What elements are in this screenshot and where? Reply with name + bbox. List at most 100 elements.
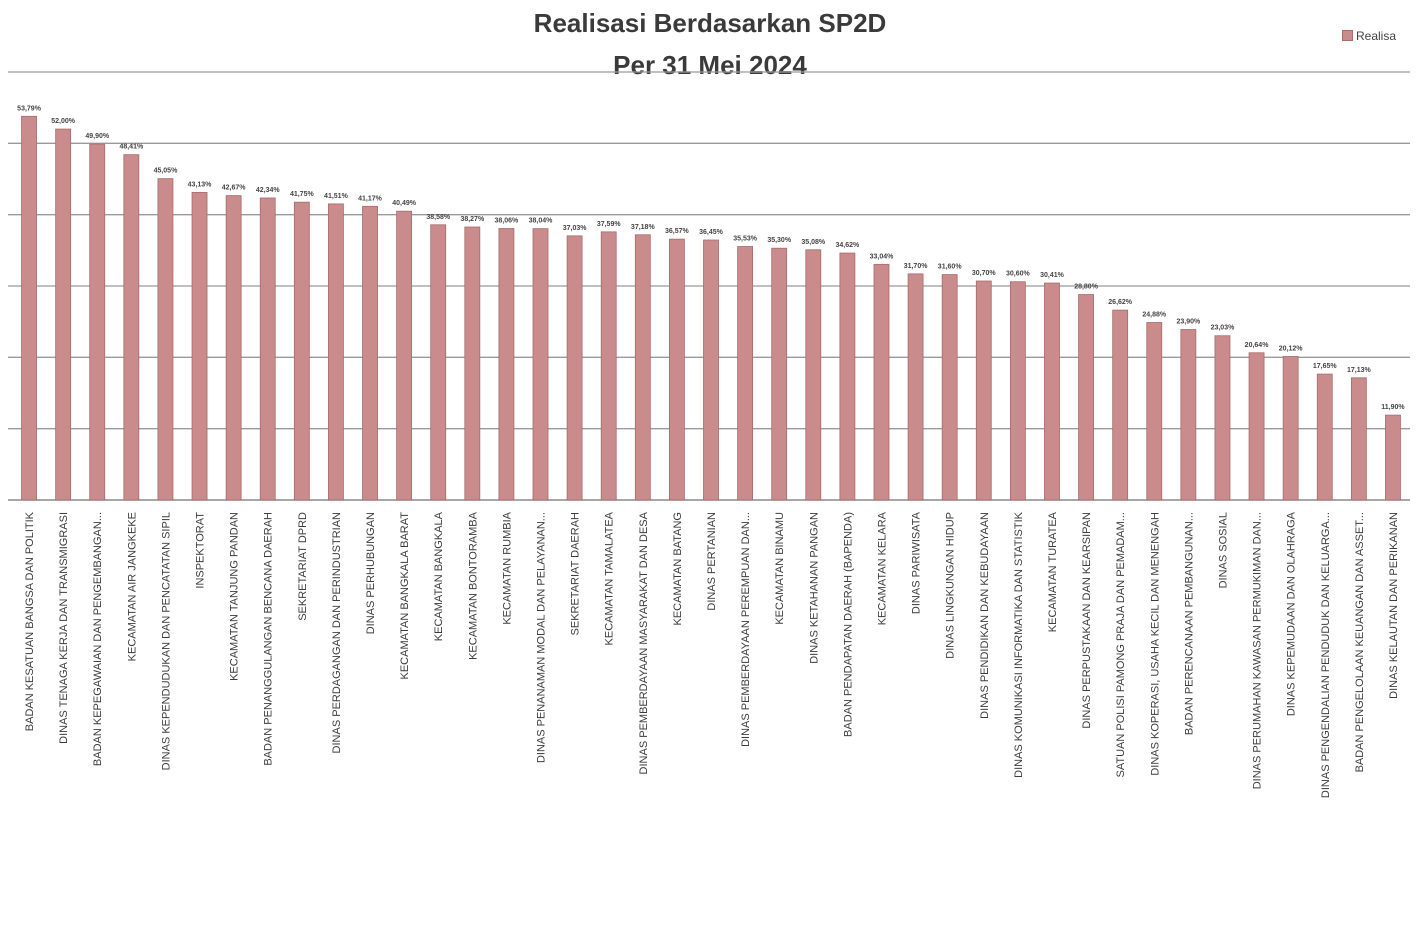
- category-label: KECAMATAN AIR JANGKEKE: [126, 512, 138, 661]
- category-label: DINAS KEPENDUDUKAN DAN PENCATATAN SIPIL: [160, 512, 172, 770]
- value-label: 45,05%: [154, 168, 179, 175]
- bar: [805, 249, 822, 501]
- bars: [21, 115, 1401, 501]
- category-label: KECAMATAN BONTORAMBA: [467, 511, 479, 660]
- value-label: 30,70%: [972, 270, 997, 277]
- category-label: DINAS PERUMAHAN KAWASAN PERMUKIMAN DAN..…: [1252, 512, 1264, 789]
- value-label: 35,08%: [801, 239, 826, 246]
- value-label: 33,04%: [870, 253, 895, 260]
- bar: [566, 235, 583, 501]
- value-label: 36,57%: [665, 228, 690, 235]
- bar: [259, 197, 276, 501]
- category-label: BADAN PENANGGULANGAN BENCANA DAERAH: [263, 512, 275, 766]
- bar: [396, 210, 413, 501]
- category-label: DINAS PENGENDALIAN PENDUDUK DAN KELUARGA…: [1320, 512, 1332, 798]
- bar: [1078, 294, 1094, 501]
- value-label: 34,62%: [836, 242, 861, 249]
- bar: [191, 191, 208, 501]
- bar: [293, 201, 310, 501]
- bar: [498, 228, 515, 501]
- chart-title: Realisasi Berdasarkan SP2D: [533, 8, 887, 38]
- value-labels: 53,79% 52,00% 49,90% 48,41% 45,05% 43,13% 42,6…: [17, 105, 1405, 411]
- category-label: KECAMATAN TANJUNG PANDAN: [229, 512, 241, 681]
- category-label: DINAS KEPEMUDAAN DAN OLAHRAGA: [1286, 511, 1298, 716]
- value-label: 38,04%: [529, 218, 554, 225]
- bar: [89, 143, 106, 501]
- value-label: 24,88%: [1142, 312, 1167, 319]
- bar: [873, 263, 890, 501]
- category-label: KECAMATAN BINAMU: [774, 512, 786, 625]
- value-label: 23,90%: [1176, 319, 1201, 326]
- value-label: 42,67%: [222, 185, 247, 192]
- category-label: DINAS PARIWISATA: [911, 511, 923, 614]
- category-label: DINAS LINGKUNGAN HIDUP: [945, 512, 957, 659]
- value-label: 31,60%: [938, 264, 963, 271]
- bar: [1146, 322, 1163, 501]
- value-label: 38,58%: [426, 214, 451, 221]
- category-label: BADAN PERENCANAAN PEMBANGUNAN...: [1183, 512, 1195, 735]
- category-label: SATUAN POLISI PAMONG PRAJA DAN PEMADAM..…: [1115, 512, 1127, 777]
- bar: [737, 246, 753, 501]
- value-label: 38,06%: [495, 218, 520, 225]
- category-label: DINAS PERDAGANGAN DAN PERINDUSTRIAN: [331, 512, 343, 753]
- bar: [123, 154, 140, 501]
- bar: [225, 195, 242, 501]
- value-label: 30,41%: [1040, 272, 1065, 279]
- legend-label: Realisa: [1356, 28, 1397, 43]
- bar: [21, 115, 37, 501]
- value-label: 17,13%: [1347, 367, 1372, 374]
- category-label: SEKRETARIAT DPRD: [297, 512, 309, 621]
- value-label: 41,51%: [324, 193, 349, 200]
- category-label: BADAN PENGELOLAAN KEUANGAN DAN ASSET...: [1354, 512, 1366, 772]
- category-label: BADAN KEPEGAWAIAN DAN PENGEMBANGAN...: [92, 512, 104, 766]
- category-label: BADAN PENDAPATAN DAERAH (BAPENDA): [842, 512, 854, 737]
- bar: [55, 128, 72, 501]
- bar: [1282, 356, 1299, 501]
- bar: [839, 252, 856, 501]
- category-label: SEKRETARIAT DAERAH: [570, 512, 582, 636]
- value-label: 17,65%: [1313, 363, 1338, 370]
- value-label: 36,45%: [699, 229, 724, 236]
- category-label: DINAS PENANAMAN MODAL DAN PELAYANAN...: [536, 512, 548, 763]
- value-label: 43,13%: [188, 181, 213, 188]
- value-label: 41,17%: [358, 195, 383, 202]
- category-labels: BADAN KESATUAN BANGSA DAN POLITIK DINAS T…: [24, 511, 1400, 798]
- value-label: 38,27%: [460, 216, 485, 223]
- category-label: DINAS PERTANIAN: [706, 512, 718, 611]
- category-label: DINAS TENAGA KERJA DAN TRANSMIGRASI: [58, 512, 70, 744]
- category-label: DINAS PENDIDIKAN DAN KEBUDAYAAN: [979, 512, 991, 719]
- category-label: DINAS PEMBERDAYAAN PEREMPUAN DAN...: [740, 512, 752, 747]
- category-label: KECAMATAN RUMBIA: [501, 511, 513, 624]
- value-label: 35,30%: [767, 237, 792, 244]
- bar: [157, 178, 174, 501]
- category-label: INSPEKTORAT: [195, 512, 207, 589]
- category-label: KECAMATAN TURATEA: [1047, 511, 1059, 632]
- value-label: 52,00%: [51, 118, 76, 125]
- bar: [907, 273, 924, 501]
- value-label: 28,80%: [1074, 284, 1099, 291]
- bar: [1044, 282, 1060, 501]
- value-label: 23,03%: [1211, 325, 1236, 332]
- bar: [430, 224, 447, 501]
- value-label: 20,64%: [1245, 342, 1270, 349]
- category-label: KECAMATAN KELARA: [876, 511, 888, 625]
- value-label: 11,90%: [1381, 404, 1405, 411]
- category-label: BADAN KESATUAN BANGSA DAN POLITIK: [24, 511, 36, 731]
- category-label: KECAMATAN TAMALATEA: [604, 511, 616, 645]
- category-label: DINAS PERPUSTAKAAN DAN KEARSIPAN: [1081, 512, 1093, 729]
- value-label: 37,59%: [597, 221, 622, 228]
- category-label: DINAS KOMUNIKASI INFORMATIKA DAN STATIST…: [1013, 511, 1025, 778]
- value-label: 37,18%: [631, 224, 656, 231]
- bar: [1180, 329, 1197, 501]
- bar: [1350, 377, 1367, 501]
- value-label: 26,62%: [1108, 299, 1133, 306]
- value-label: 53,79%: [17, 105, 42, 112]
- bar: [532, 228, 549, 501]
- value-label: 37,03%: [563, 225, 588, 232]
- value-label: 35,53%: [733, 236, 758, 243]
- value-label: 20,12%: [1279, 345, 1304, 352]
- bar: [975, 280, 992, 501]
- bar: [941, 274, 958, 501]
